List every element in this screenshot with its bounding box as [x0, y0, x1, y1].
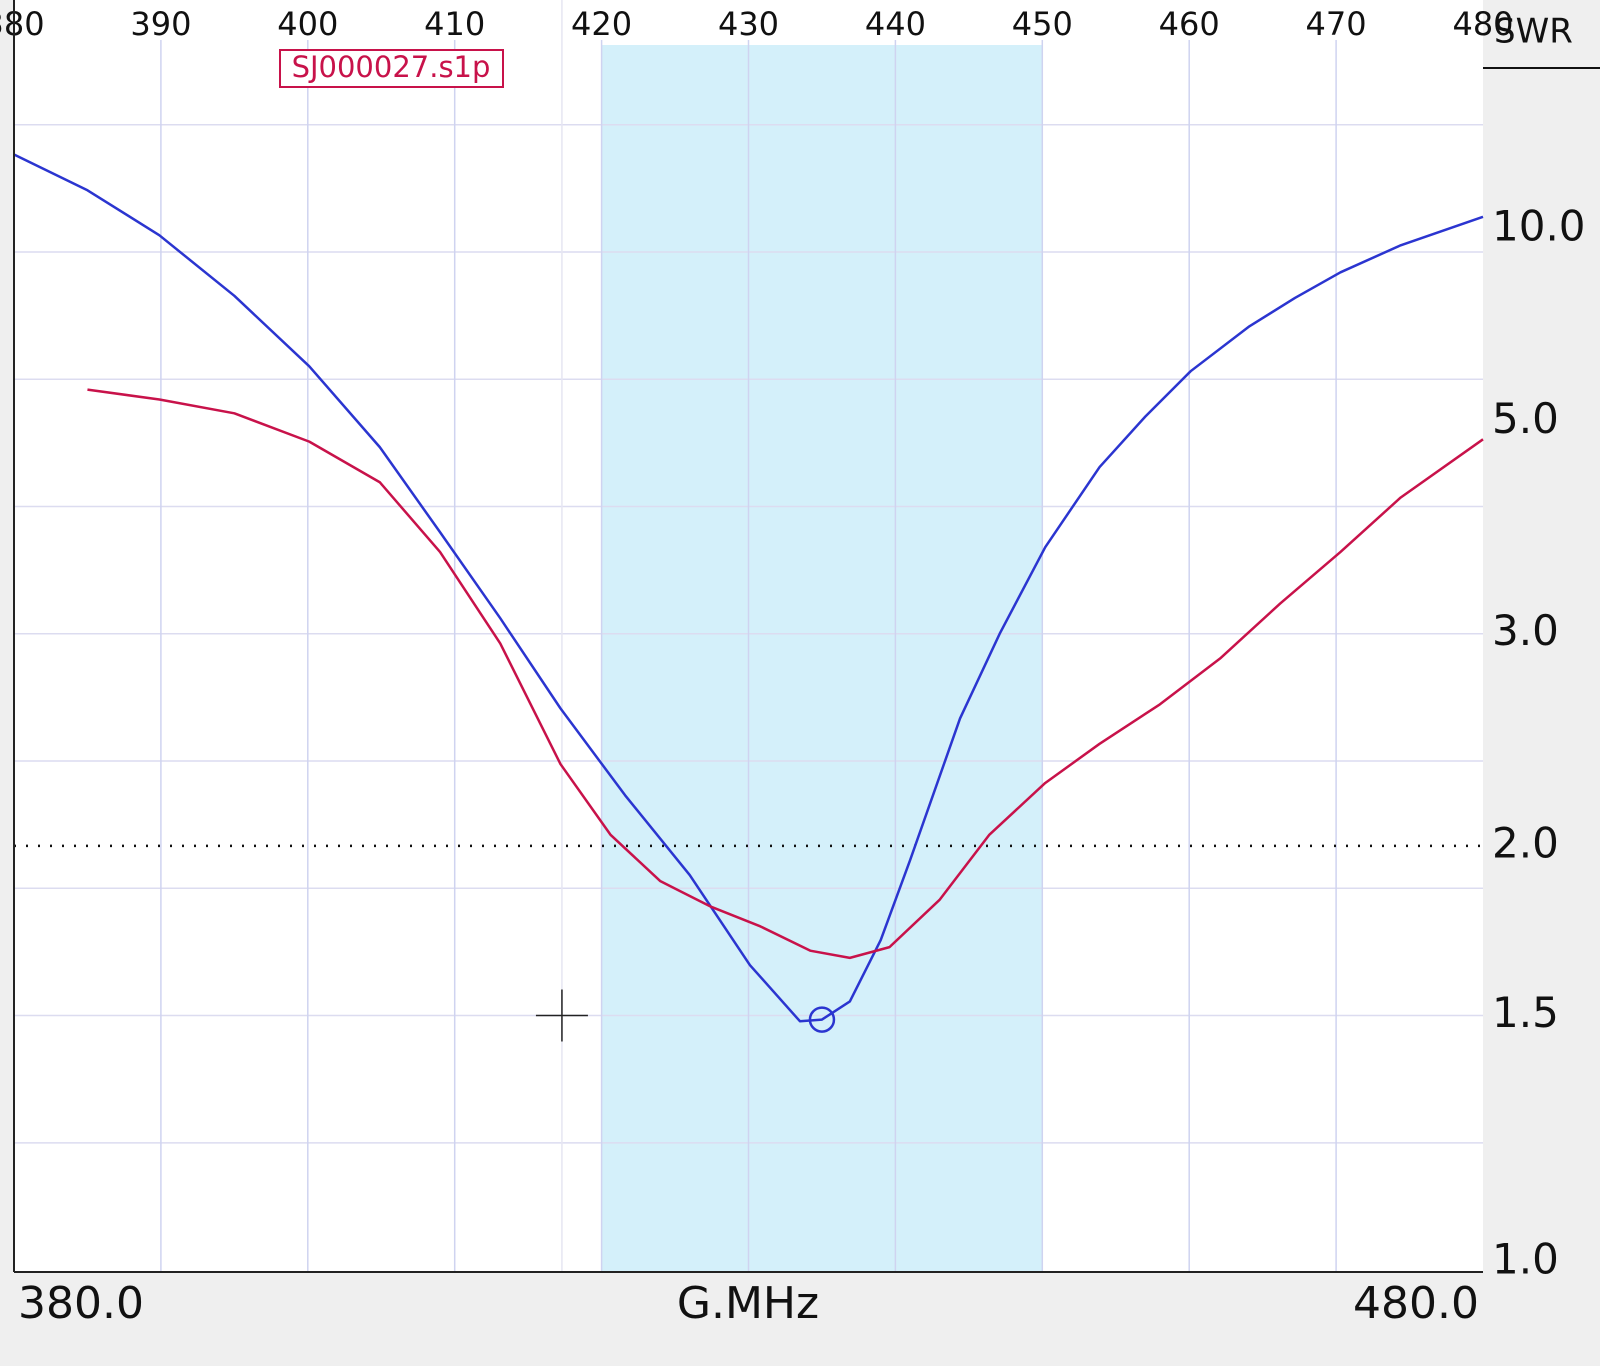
- x-tick-label: 480: [1452, 5, 1513, 43]
- x-tick-label: 390: [130, 5, 191, 43]
- x-tick-label: 420: [571, 5, 632, 43]
- plot-layer: 380 390 400 410 420 430 440 450 460 470 480 SJ00002…: [0, 0, 1514, 1272]
- y-tick-label: 5.0: [1492, 394, 1559, 443]
- y-tick-label: 2.0: [1492, 818, 1559, 867]
- x-axis-label: G.MHz: [677, 1278, 819, 1329]
- series-line: [13, 153, 1484, 1023]
- x-tick-label: 400: [277, 5, 338, 43]
- x-tick-label: 460: [1159, 5, 1220, 43]
- x-tick-label: 380: [0, 5, 45, 43]
- x-tick-label: 440: [865, 5, 926, 43]
- x-tick-label: 410: [424, 5, 485, 43]
- y-tick-label: 1.5: [1492, 988, 1559, 1037]
- x-tick-label: 430: [718, 5, 779, 43]
- x-range-label: 380.0: [18, 1278, 144, 1329]
- axis-title: SWR: [1494, 12, 1573, 52]
- x-tick-label: 450: [1012, 5, 1073, 43]
- marker: [808, 1006, 836, 1033]
- band: [601, 45, 1043, 1272]
- legend-label: SJ000027.s1p: [292, 50, 491, 84]
- y-tick-label: 10.0: [1492, 201, 1586, 250]
- series-line: [87, 388, 1484, 960]
- y-tick-label: 3.0: [1492, 606, 1559, 655]
- x-tick-label: 470: [1306, 5, 1367, 43]
- x-range-label: 480.0: [1353, 1278, 1479, 1329]
- legend-box: [279, 49, 504, 88]
- y-tick-label: 1.0: [1492, 1235, 1559, 1284]
